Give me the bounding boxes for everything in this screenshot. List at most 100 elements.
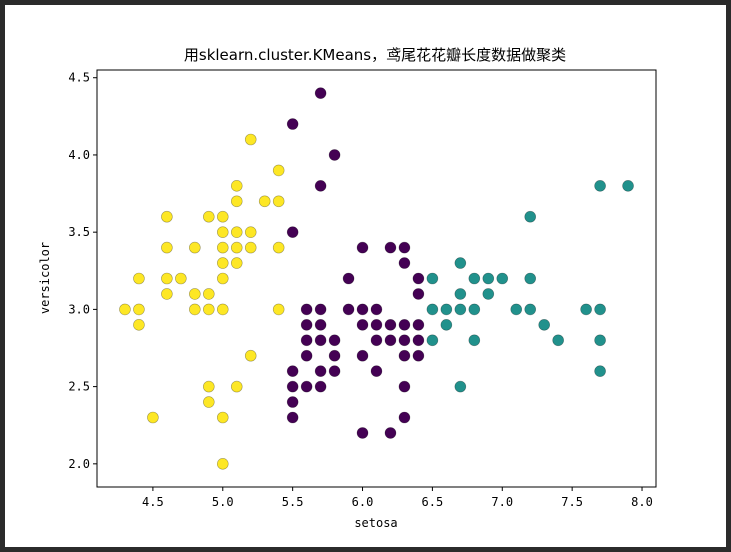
data-point-cluster-2: [328, 334, 341, 347]
data-point-cluster-2: [286, 411, 299, 424]
data-point-cluster-2: [286, 118, 299, 130]
data-point-cluster-2: [300, 380, 313, 393]
data-point-cluster-2: [356, 349, 369, 362]
data-point-cluster-2: [412, 319, 425, 331]
data-point-cluster-3: [538, 319, 551, 331]
data-point-cluster-2: [398, 319, 411, 331]
y-tick-label: 4.5: [68, 71, 90, 85]
data-point-cluster-1: [216, 257, 229, 269]
x-tick-label: 4.5: [142, 495, 164, 509]
data-point-cluster-3: [426, 334, 439, 347]
data-point-cluster-2: [314, 334, 327, 347]
data-point-cluster-1: [216, 210, 229, 223]
data-point-cluster-3: [482, 288, 495, 300]
data-point-cluster-1: [244, 241, 257, 254]
data-point-cluster-2: [370, 334, 383, 347]
data-point-cluster-1: [161, 210, 173, 223]
data-point-cluster-3: [440, 303, 453, 316]
data-point-cluster-1: [244, 133, 257, 146]
data-point-cluster-2: [370, 319, 383, 331]
x-tick-label: 6.0: [352, 495, 374, 509]
data-point-cluster-1: [230, 180, 243, 192]
data-point-cluster-1: [133, 272, 145, 285]
data-point-cluster-2: [300, 334, 313, 347]
data-point-cluster-1: [203, 380, 215, 393]
data-point-cluster-3: [510, 303, 523, 316]
data-point-cluster-1: [216, 226, 229, 238]
data-point-cluster-2: [384, 427, 397, 439]
x-axis-ticks: 4.5 5.0 5.5 6.0 6.5 7.0 7.5 8.0: [142, 487, 653, 509]
data-point-cluster-3: [580, 303, 592, 316]
data-point-cluster-3: [496, 272, 509, 285]
data-point-cluster-2: [398, 241, 411, 254]
data-point-cluster-2: [328, 349, 341, 362]
plot-area: [96, 69, 657, 488]
data-point-cluster-1: [189, 303, 201, 316]
data-point-cluster-1: [216, 272, 229, 285]
data-point-cluster-1: [189, 241, 201, 254]
data-point-cluster-3: [594, 334, 606, 347]
data-point-cluster-2: [314, 365, 327, 377]
data-point-cluster-2: [356, 303, 369, 316]
data-point-cluster-3: [454, 257, 467, 269]
data-point-cluster-2: [398, 349, 411, 362]
data-point-cluster-2: [412, 334, 425, 347]
scatter-points: [119, 87, 634, 470]
data-point-cluster-3: [426, 303, 439, 316]
data-point-cluster-1: [133, 303, 145, 316]
y-tick-label: 3.5: [68, 225, 90, 239]
chart-title: 用sklearn.cluster.KMeans，鸢尾花花瓣长度数据做聚类: [184, 46, 566, 64]
data-point-cluster-1: [216, 303, 229, 316]
data-point-cluster-2: [384, 319, 397, 331]
data-point-cluster-2: [286, 365, 299, 377]
data-point-cluster-1: [216, 411, 229, 424]
data-point-cluster-3: [552, 334, 564, 347]
data-point-cluster-2: [300, 349, 313, 362]
data-point-cluster-3: [594, 303, 606, 316]
data-point-cluster-3: [468, 334, 481, 347]
data-point-cluster-2: [356, 427, 369, 439]
data-point-cluster-1: [203, 303, 215, 316]
data-point-cluster-1: [203, 396, 215, 408]
data-point-cluster-2: [356, 319, 369, 331]
data-point-cluster-1: [230, 226, 243, 238]
x-tick-label: 5.5: [282, 495, 304, 509]
x-tick-label: 7.5: [561, 495, 583, 509]
data-point-cluster-1: [216, 458, 229, 470]
data-point-cluster-2: [398, 334, 411, 347]
data-point-cluster-2: [314, 180, 327, 192]
data-point-cluster-2: [328, 149, 341, 161]
data-point-cluster-2: [300, 319, 313, 331]
data-point-cluster-2: [370, 303, 383, 316]
data-point-cluster-3: [622, 180, 634, 192]
x-tick-label: 8.0: [631, 495, 653, 509]
data-point-cluster-1: [161, 272, 173, 285]
x-tick-label: 6.5: [422, 495, 444, 509]
data-point-cluster-3: [468, 303, 481, 316]
data-point-cluster-1: [272, 164, 285, 177]
data-point-cluster-3: [454, 303, 467, 316]
data-point-cluster-1: [203, 288, 215, 300]
data-point-cluster-2: [314, 303, 327, 316]
data-point-cluster-1: [230, 257, 243, 269]
data-point-cluster-2: [314, 380, 327, 393]
data-point-cluster-2: [300, 303, 313, 316]
data-point-cluster-1: [161, 288, 173, 300]
data-point-cluster-1: [189, 288, 201, 300]
y-tick-label: 2.0: [68, 457, 90, 471]
data-point-cluster-2: [412, 288, 425, 300]
data-point-cluster-2: [398, 257, 411, 269]
data-point-cluster-3: [594, 180, 606, 192]
y-tick-label: 4.0: [68, 148, 90, 162]
data-point-cluster-3: [440, 319, 453, 331]
data-point-cluster-3: [594, 365, 606, 377]
y-axis-label: versicolor: [38, 242, 52, 314]
data-point-cluster-3: [454, 288, 467, 300]
data-point-cluster-1: [119, 303, 131, 316]
data-point-cluster-3: [524, 303, 537, 316]
data-point-cluster-1: [216, 241, 229, 254]
data-point-cluster-2: [314, 87, 327, 99]
data-point-cluster-3: [468, 272, 481, 285]
data-point-cluster-2: [286, 396, 299, 408]
